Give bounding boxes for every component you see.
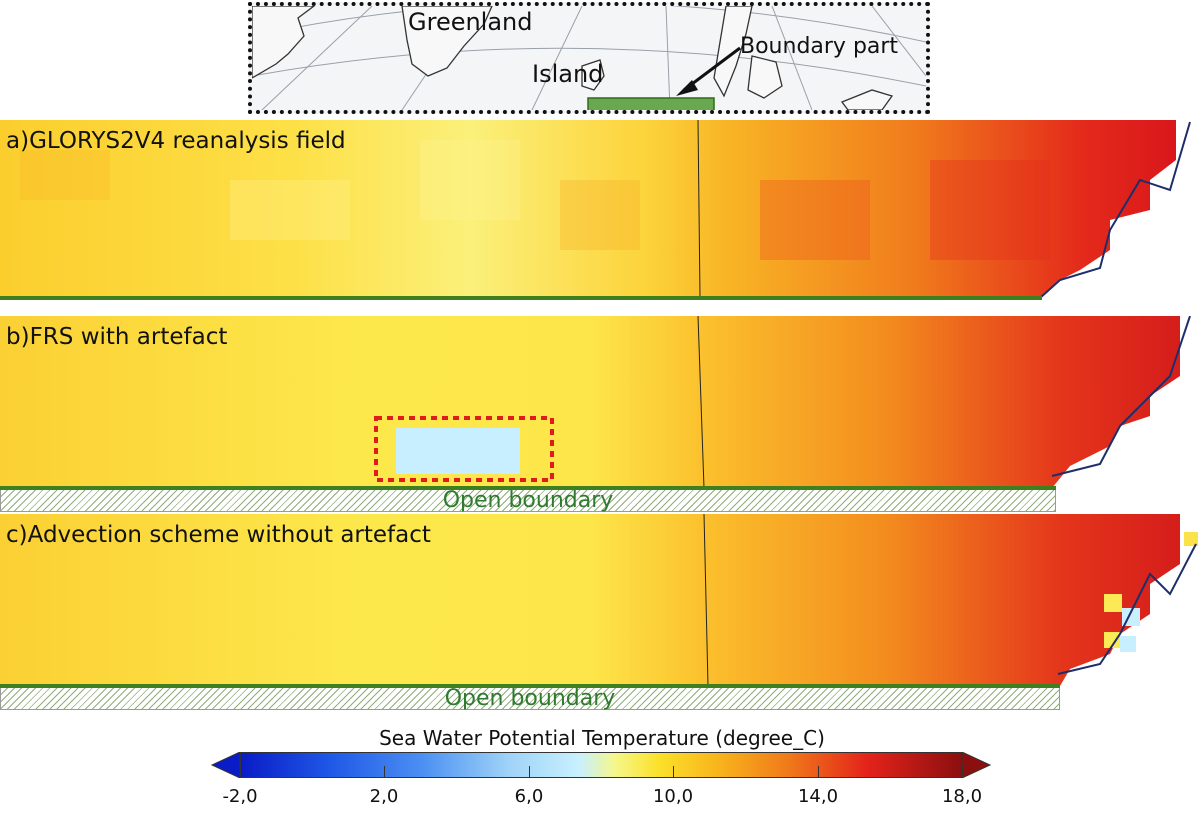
panel-c-field	[0, 514, 1198, 688]
colorbar-tick-label: 10,0	[652, 786, 694, 807]
colorbar-high-arrow	[962, 752, 992, 778]
colorbar-tick-mark	[962, 766, 963, 778]
panel-c-open-boundary: Open boundary	[0, 686, 1060, 711]
inset-map-graphic	[252, 6, 926, 110]
colorbar-tick-label: 2,0	[369, 786, 399, 807]
panel-c: c)Advection scheme without artefact Open…	[0, 514, 1204, 718]
boundary-part-label: Boundary part	[740, 34, 899, 59]
panel-b-title: b)FRS with artefact	[6, 324, 228, 350]
panel-a-field	[0, 120, 1191, 300]
panel-c-open-boundary-label: Open boundary	[444, 686, 616, 711]
greenland-label: Greenland	[408, 8, 533, 36]
inset-map: Greenland Island Boundary part	[248, 2, 930, 114]
colorbar-tick-label: 18,0	[941, 786, 983, 807]
colorbar-tick-mark	[240, 766, 241, 778]
colorbar-tick-mark	[384, 766, 385, 778]
colorbar-tick-mark	[673, 766, 674, 778]
panel-a-title: a)GLORYS2V4 reanalysis field	[6, 128, 346, 154]
colorbar-tick-mark	[818, 766, 819, 778]
island-label: Island	[532, 60, 604, 88]
panel-b: b)FRS with artefact Open boundary	[0, 316, 1204, 518]
colorbar-tick-mark	[529, 766, 530, 778]
colorbar-tick-label: -2,0	[222, 786, 258, 807]
panel-a: a)GLORYS2V4 reanalysis field	[0, 120, 1204, 302]
panel-b-open-boundary: Open boundary	[0, 488, 1056, 513]
panel-b-field	[0, 316, 1191, 490]
panel-c-title: c)Advection scheme without artefact	[6, 522, 431, 548]
colorbar-tick-label: 6,0	[514, 786, 544, 807]
colorbar-tick-label: 14,0	[797, 786, 839, 807]
colorbar-low-arrow	[210, 752, 241, 778]
colorbar	[240, 752, 962, 778]
colorbar-title: Sea Water Potential Temperature (degree_…	[379, 726, 825, 750]
panel-b-open-boundary-label: Open boundary	[442, 488, 614, 513]
